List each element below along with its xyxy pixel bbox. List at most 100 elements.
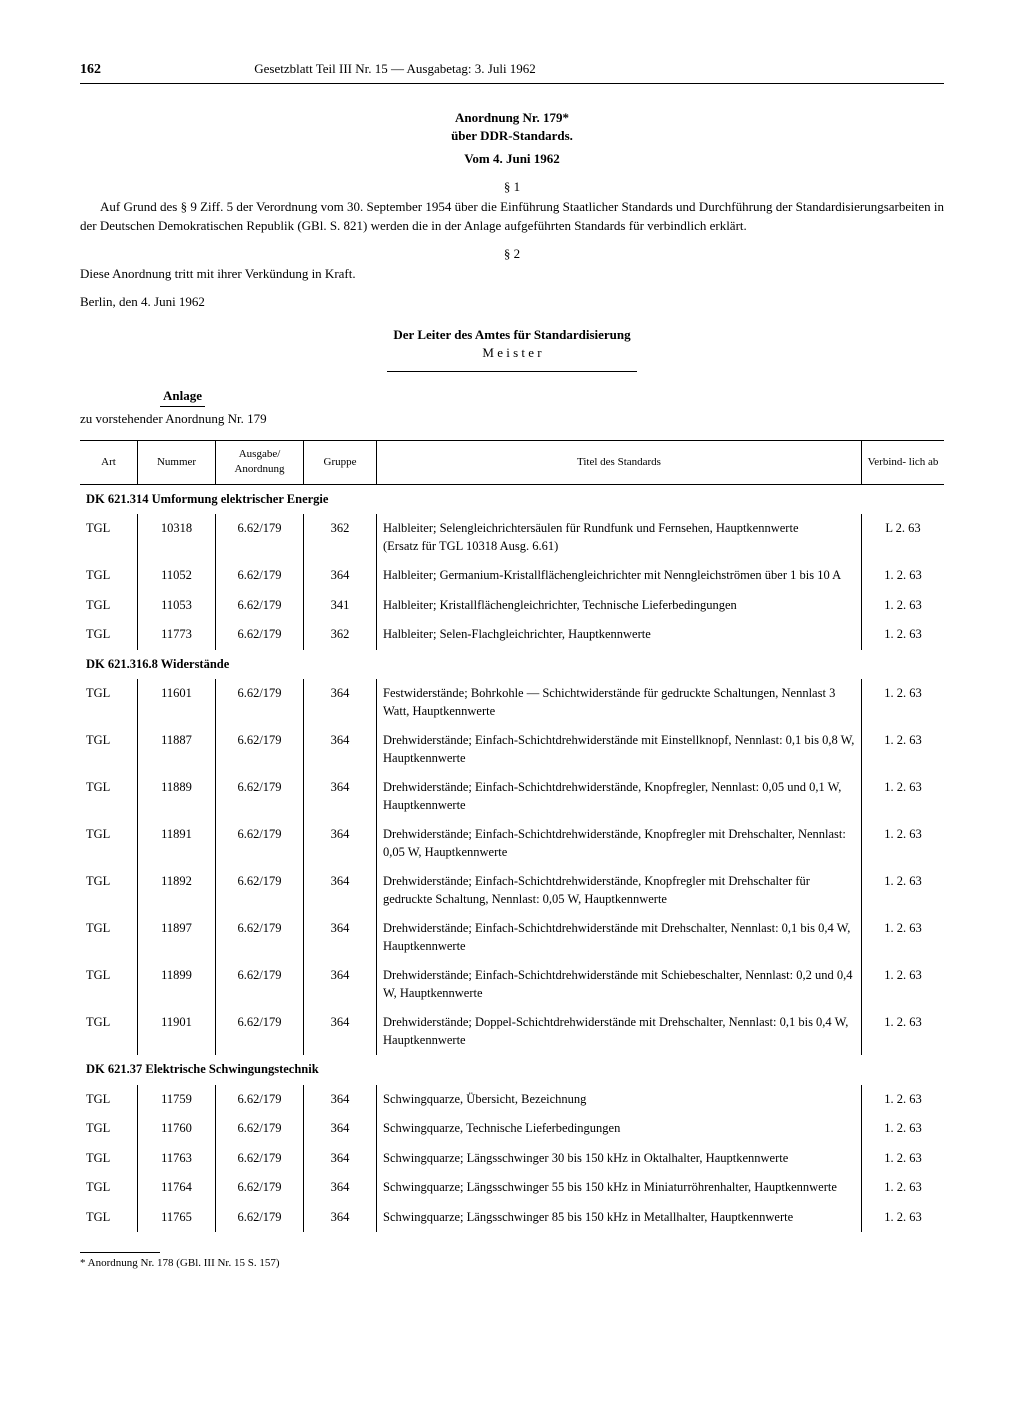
signatory-name: M e i s t e r	[80, 344, 944, 362]
table-cell: 364	[304, 1144, 377, 1174]
anlage-heading: Anlage	[80, 387, 944, 407]
table-row: TGL117596.62/179364Schwingquarze, Übersi…	[80, 1085, 944, 1115]
table-cell: 6.62/179	[216, 514, 304, 561]
table-cell: 364	[304, 1114, 377, 1144]
table-cell: 1. 2. 63	[862, 867, 945, 914]
table-cell: 6.62/179	[216, 867, 304, 914]
table-cell: 6.62/179	[216, 1203, 304, 1233]
table-cell: 364	[304, 961, 377, 1008]
table-cell: 1. 2. 63	[862, 620, 945, 650]
page-number: 162	[80, 60, 101, 80]
table-cell: 1. 2. 63	[862, 1114, 945, 1144]
table-cell: TGL	[80, 1008, 138, 1055]
para1-text: Auf Grund des § 9 Ziff. 5 der Verordnung…	[80, 198, 944, 234]
ordinance-date: Vom 4. Juni 1962	[80, 150, 944, 168]
para2-marker: § 2	[80, 245, 944, 263]
table-cell: 11897	[138, 914, 216, 961]
table-cell: 1. 2. 63	[862, 591, 945, 621]
table-row: TGL117736.62/179362Halbleiter; Selen-Fla…	[80, 620, 944, 650]
table-cell: 6.62/179	[216, 561, 304, 591]
table-cell: TGL	[80, 620, 138, 650]
th-verbindlich: Verbind- lich ab	[862, 441, 945, 485]
table-cell: Drehwiderstände; Doppel-Schichtdrehwider…	[377, 1008, 862, 1055]
signature-block: Der Leiter des Amtes für Standardisierun…	[80, 326, 944, 371]
footnote-rule	[80, 1252, 160, 1253]
section-header-cell: DK 621.314 Umformung elektrischer Energi…	[80, 484, 944, 514]
table-cell: L 2. 63	[862, 514, 945, 561]
table-row: TGL118896.62/179364Drehwiderstände; Einf…	[80, 773, 944, 820]
table-cell: TGL	[80, 514, 138, 561]
table-cell: 11763	[138, 1144, 216, 1174]
table-cell: TGL	[80, 914, 138, 961]
table-cell: Drehwiderstände; Einfach-Schichtdrehwide…	[377, 867, 862, 914]
table-cell: 11891	[138, 820, 216, 867]
table-cell: 11887	[138, 726, 216, 773]
table-cell: 11601	[138, 679, 216, 726]
table-cell: 6.62/179	[216, 620, 304, 650]
table-cell: 364	[304, 867, 377, 914]
header-title: Gesetzblatt Teil III Nr. 15 — Ausgabetag…	[254, 60, 536, 78]
table-cell: 6.62/179	[216, 679, 304, 726]
para1-marker: § 1	[80, 178, 944, 196]
table-cell: 1. 2. 63	[862, 1085, 945, 1115]
table-cell: 364	[304, 1008, 377, 1055]
table-cell: 1. 2. 63	[862, 1173, 945, 1203]
table-cell: Schwingquarze, Technische Lieferbedingun…	[377, 1114, 862, 1144]
table-cell: 364	[304, 914, 377, 961]
table-cell: Drehwiderstände; Einfach-Schichtdrehwide…	[377, 820, 862, 867]
table-cell: Halbleiter; Kristallflächengleichrichter…	[377, 591, 862, 621]
table-header: Art Nummer Ausgabe/ Anordnung Gruppe Tit…	[80, 441, 944, 485]
table-row: TGL118976.62/179364Drehwiderstände; Einf…	[80, 914, 944, 961]
table-cell: 6.62/179	[216, 1008, 304, 1055]
footnote-text: * Anordnung Nr. 178 (GBl. III Nr. 15 S. …	[80, 1257, 280, 1269]
table-cell: 6.62/179	[216, 1144, 304, 1174]
table-cell: 364	[304, 726, 377, 773]
th-ausgabe: Ausgabe/ Anordnung	[216, 441, 304, 485]
th-gruppe: Gruppe	[304, 441, 377, 485]
table-row: TGL118916.62/179364Drehwiderstände; Einf…	[80, 820, 944, 867]
table-row: TGL119016.62/179364Drehwiderstände; Dopp…	[80, 1008, 944, 1055]
table-cell: TGL	[80, 867, 138, 914]
table-row: TGL117656.62/179364Schwingquarze; Längss…	[80, 1203, 944, 1233]
table-cell: 6.62/179	[216, 726, 304, 773]
table-cell: 364	[304, 820, 377, 867]
table-cell: Drehwiderstände; Einfach-Schichtdrehwide…	[377, 914, 862, 961]
anlage-subtitle: zu vorstehender Anordnung Nr. 179	[80, 410, 944, 428]
table-row: TGL118996.62/179364Drehwiderstände; Einf…	[80, 961, 944, 1008]
table-row: TGL118876.62/179364Drehwiderstände; Einf…	[80, 726, 944, 773]
para2-text: Diese Anordnung tritt mit ihrer Verkündu…	[80, 265, 944, 283]
table-cell: 1. 2. 63	[862, 679, 945, 726]
table-cell: 6.62/179	[216, 773, 304, 820]
section-header-row: DK 621.316.8 Widerstände	[80, 650, 944, 680]
section-header-cell: DK 621.316.8 Widerstände	[80, 650, 944, 680]
table-cell: 11759	[138, 1085, 216, 1115]
table-cell: 11773	[138, 620, 216, 650]
table-cell: 1. 2. 63	[862, 1008, 945, 1055]
table-row: TGL110536.62/179341Halbleiter; Kristallf…	[80, 591, 944, 621]
table-cell: Schwingquarze, Übersicht, Bezeichnung	[377, 1085, 862, 1115]
table-cell: 11901	[138, 1008, 216, 1055]
table-cell: TGL	[80, 591, 138, 621]
table-cell: 6.62/179	[216, 1114, 304, 1144]
table-cell: 362	[304, 620, 377, 650]
table-cell: 364	[304, 773, 377, 820]
table-cell: TGL	[80, 1114, 138, 1144]
section-header-row: DK 621.37 Elektrische Schwingungstechnik	[80, 1055, 944, 1085]
table-cell: 10318	[138, 514, 216, 561]
table-cell: TGL	[80, 961, 138, 1008]
th-nummer: Nummer	[138, 441, 216, 485]
table-cell: Halbleiter; Selen-Flachgleichrichter, Ha…	[377, 620, 862, 650]
table-cell: 1. 2. 63	[862, 820, 945, 867]
th-art: Art	[80, 441, 138, 485]
table-cell: Drehwiderstände; Einfach-Schichtdrehwide…	[377, 961, 862, 1008]
table-cell: Halbleiter; Selengleichrichtersäulen für…	[377, 514, 862, 561]
place-date: Berlin, den 4. Juni 1962	[80, 293, 944, 311]
table-cell: 11764	[138, 1173, 216, 1203]
table-cell: 11053	[138, 591, 216, 621]
table-cell: 364	[304, 679, 377, 726]
table-cell: 11052	[138, 561, 216, 591]
table-cell: 364	[304, 1173, 377, 1203]
section-header-cell: DK 621.37 Elektrische Schwingungstechnik	[80, 1055, 944, 1085]
table-cell: 6.62/179	[216, 961, 304, 1008]
ordinance-title-line2: über DDR-Standards.	[80, 127, 944, 145]
